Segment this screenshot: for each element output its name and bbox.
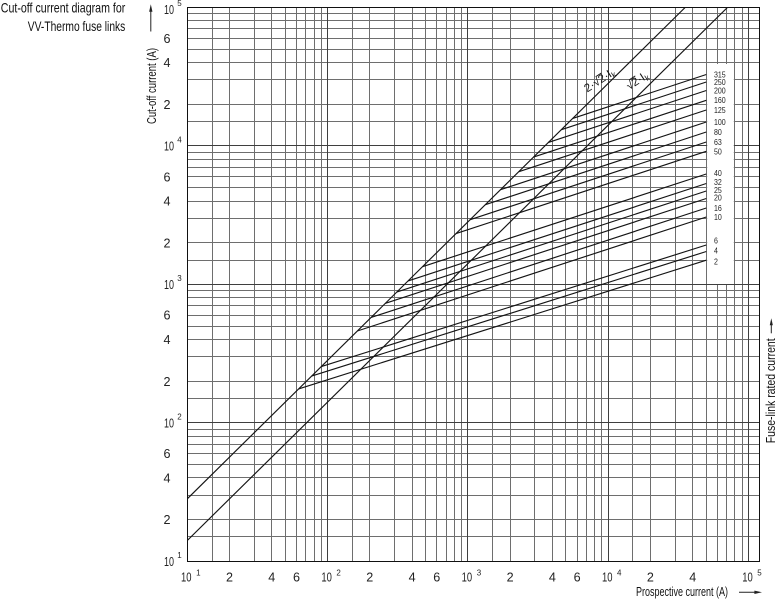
svg-text:40: 40 — [714, 168, 722, 178]
svg-text:80: 80 — [714, 127, 722, 137]
svg-text:10: 10 — [164, 415, 174, 430]
svg-text:2: 2 — [164, 512, 171, 527]
svg-text:10: 10 — [602, 570, 613, 585]
svg-text:4: 4 — [164, 194, 171, 209]
svg-text:Prospective current (A): Prospective current (A) — [636, 584, 728, 599]
svg-text:50: 50 — [714, 147, 722, 157]
svg-text:6: 6 — [433, 570, 440, 585]
svg-text:6: 6 — [164, 446, 171, 461]
svg-text:6: 6 — [293, 570, 300, 585]
svg-text:6: 6 — [164, 169, 171, 184]
svg-text:2: 2 — [177, 413, 182, 422]
svg-text:32: 32 — [714, 177, 722, 187]
svg-text:10: 10 — [714, 212, 722, 222]
svg-text:125: 125 — [714, 105, 726, 115]
svg-text:100: 100 — [714, 117, 726, 127]
svg-text:4: 4 — [689, 570, 696, 585]
svg-text:2: 2 — [714, 257, 718, 267]
svg-text:25: 25 — [714, 185, 722, 195]
svg-text:2: 2 — [366, 570, 373, 585]
svg-text:4: 4 — [409, 570, 416, 585]
svg-text:10: 10 — [164, 554, 174, 569]
svg-text:4: 4 — [164, 471, 171, 486]
svg-text:4: 4 — [268, 570, 275, 585]
svg-text:Cut-off current diagram for: Cut-off current diagram for — [1, 0, 126, 15]
svg-text:4: 4 — [177, 136, 182, 145]
svg-text:6: 6 — [164, 308, 171, 323]
svg-text:2: 2 — [164, 235, 171, 250]
svg-text:160: 160 — [714, 95, 726, 105]
svg-text:4: 4 — [714, 246, 718, 256]
svg-text:10: 10 — [742, 570, 753, 585]
svg-text:4: 4 — [549, 570, 556, 585]
svg-text:2: 2 — [647, 570, 654, 585]
svg-text:4: 4 — [617, 569, 622, 578]
svg-text:315: 315 — [714, 69, 726, 79]
svg-text:2: 2 — [226, 570, 233, 585]
svg-text:3: 3 — [477, 569, 482, 578]
svg-text:10: 10 — [164, 277, 174, 292]
svg-text:10: 10 — [181, 570, 192, 585]
svg-text:10: 10 — [164, 139, 174, 154]
svg-text:2: 2 — [164, 374, 171, 389]
svg-text:6: 6 — [574, 570, 581, 585]
svg-text:63: 63 — [714, 137, 722, 147]
svg-text:VV-Thermo fuse links: VV-Thermo fuse links — [28, 18, 126, 34]
svg-text:3: 3 — [177, 274, 182, 283]
svg-text:6: 6 — [714, 236, 718, 246]
svg-text:16: 16 — [714, 203, 722, 213]
svg-text:1: 1 — [177, 551, 182, 560]
svg-text:6: 6 — [164, 31, 171, 46]
svg-text:2: 2 — [507, 570, 514, 585]
svg-text:200: 200 — [714, 86, 726, 96]
svg-text:10: 10 — [462, 570, 473, 585]
svg-text:4: 4 — [164, 332, 171, 347]
svg-text:10: 10 — [321, 570, 332, 585]
svg-text:2: 2 — [164, 97, 171, 112]
svg-text:Fuse-link rated current: Fuse-link rated current — [764, 338, 778, 443]
svg-text:250: 250 — [714, 77, 726, 87]
svg-text:10: 10 — [164, 2, 174, 17]
svg-text:20: 20 — [714, 193, 722, 203]
svg-text:5: 5 — [757, 569, 762, 578]
svg-text:4: 4 — [164, 55, 171, 70]
svg-text:2: 2 — [336, 569, 341, 578]
svg-text:1: 1 — [196, 569, 201, 578]
svg-text:5: 5 — [177, 0, 182, 8]
svg-text:Cut-off current (A): Cut-off current (A) — [144, 48, 159, 124]
